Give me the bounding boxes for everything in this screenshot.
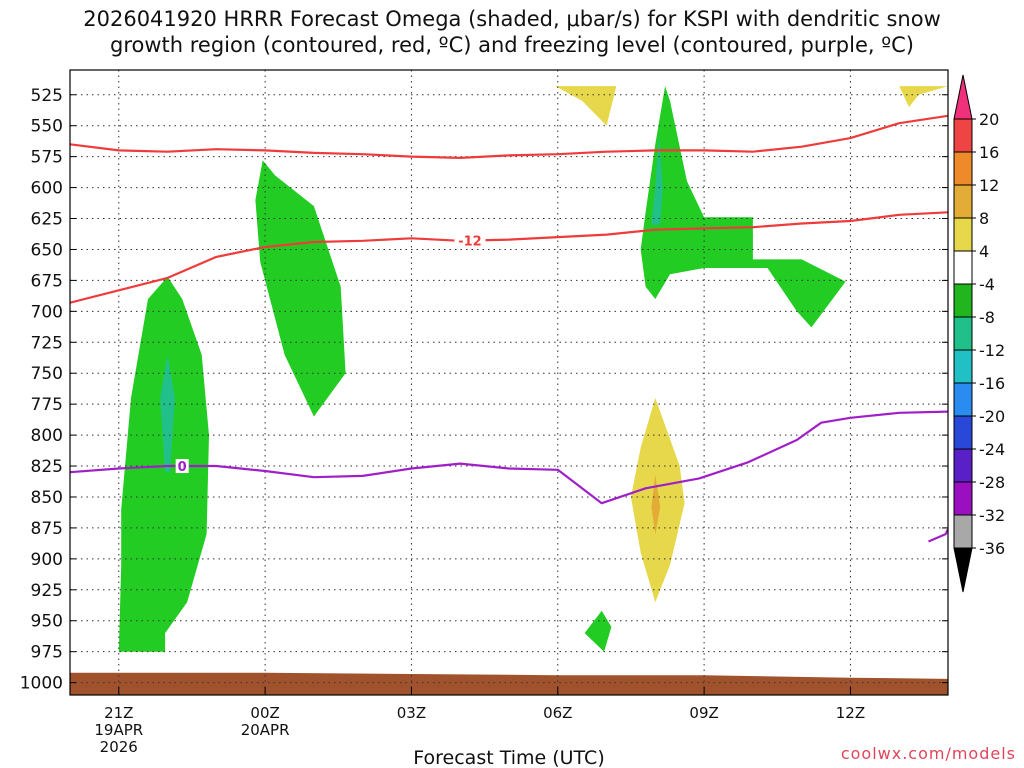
contour--12 xyxy=(70,211,948,304)
contours xyxy=(70,114,948,543)
x-tick-label-0-1: 19APR xyxy=(94,721,143,739)
chart-title-line-1: 2026041920 HRRR Forecast Omega (shaded, … xyxy=(83,7,941,31)
omega-region-2 xyxy=(255,160,346,417)
credit-text: coolwx.com/models xyxy=(840,744,1016,763)
colorbar-segment-9 xyxy=(953,415,973,450)
colorbar-label-9: -20 xyxy=(979,407,1005,426)
x-tick-label-15-0: 12Z xyxy=(836,704,865,722)
colorbar-top-triangle xyxy=(953,74,973,120)
y-tick-label-525: 525 xyxy=(31,86,63,106)
x-tick-label-9-0: 06Z xyxy=(543,704,572,722)
y-tick-label-925: 925 xyxy=(31,581,63,601)
colorbar-bottom-triangle xyxy=(953,547,973,593)
x-tick-label-6-0: 03Z xyxy=(397,704,426,722)
grid xyxy=(70,70,948,695)
omega-region-3 xyxy=(640,86,846,328)
y-tick-label-800: 800 xyxy=(31,426,63,446)
contour--16 xyxy=(70,114,948,159)
omega-region-0 xyxy=(118,276,209,652)
y-tick-label-875: 875 xyxy=(31,519,63,539)
plot-area xyxy=(70,70,948,695)
y-tick-label-750: 750 xyxy=(31,364,63,384)
colorbar: 20 16 12 8 4 -4 -8 -12 -16 -20 -24 -28 -32 -36 xyxy=(953,74,1005,593)
x-tick-label-3-1: 20APR xyxy=(241,721,290,739)
colorbar-label-13: -36 xyxy=(979,539,1005,558)
colorbar-segment-11 xyxy=(953,481,973,516)
y-tick-label-825: 825 xyxy=(31,457,63,477)
y-tick-label-575: 575 xyxy=(31,148,63,168)
y-tick-label-1000: 1000 xyxy=(20,674,63,694)
colorbar-segment-6 xyxy=(953,316,973,351)
colorbar-label-1: 16 xyxy=(979,143,999,162)
contour-label-0: 0 xyxy=(178,460,187,475)
y-tick-label-850: 850 xyxy=(31,488,63,508)
colorbar-label-10: -24 xyxy=(979,440,1005,459)
y-tick-label-650: 650 xyxy=(31,240,63,260)
colorbar-segment-0 xyxy=(953,118,973,153)
y-tick-label-675: 675 xyxy=(31,271,63,291)
colorbar-segment-8 xyxy=(953,382,973,417)
y-tick-label-900: 900 xyxy=(31,550,63,570)
omega-region-1 xyxy=(160,354,175,473)
colorbar-segment-2 xyxy=(953,184,973,219)
contour-label-bg-0 xyxy=(175,459,189,474)
y-tick-label-950: 950 xyxy=(31,612,63,632)
colorbar-label-4: 4 xyxy=(979,242,989,261)
colorbar-segment-12 xyxy=(953,514,973,549)
contour-0 xyxy=(70,410,948,505)
y-axis: 525 550 575 600 625 650 675 700 725 750 775 800 825 8… xyxy=(20,86,948,694)
colorbar-segment-5 xyxy=(953,283,973,318)
y-tick-label-725: 725 xyxy=(31,333,63,353)
contour-label--12: -12 xyxy=(458,235,482,250)
colorbar-segment-3 xyxy=(953,217,973,252)
colorbar-label-0: 20 xyxy=(979,110,999,129)
colorbar-segment-7 xyxy=(953,349,973,384)
y-tick-label-550: 550 xyxy=(31,117,63,137)
colorbar-label-5: -4 xyxy=(979,275,995,294)
y-tick-label-600: 600 xyxy=(31,179,63,199)
colorbar-label-11: -28 xyxy=(979,473,1005,492)
omega-shading xyxy=(70,86,948,695)
x-axis-label: Forecast Time (UTC) xyxy=(413,747,604,768)
y-tick-label-975: 975 xyxy=(31,643,63,663)
chart-title-line-2: growth region (contoured, red, ºC) and f… xyxy=(110,33,914,57)
contour-labels: -12 0 xyxy=(175,233,486,475)
x-tick-label-12-0: 09Z xyxy=(689,704,718,722)
omega-region-7 xyxy=(899,86,948,108)
colorbar-label-3: 8 xyxy=(979,209,989,228)
contour-label-bg--12 xyxy=(454,233,486,248)
colorbar-segment-4 xyxy=(953,250,973,285)
plot-frame xyxy=(69,69,949,696)
x-tick-label-0-0: 21Z xyxy=(104,704,133,722)
colorbar-segment-10 xyxy=(953,448,973,483)
colorbar-label-7: -12 xyxy=(979,341,1005,360)
omega-region-9 xyxy=(651,474,661,535)
colorbar-segment-1 xyxy=(953,151,973,186)
colorbar-label-2: 12 xyxy=(979,176,999,195)
colorbar-label-8: -16 xyxy=(979,374,1005,393)
y-tick-label-775: 775 xyxy=(31,395,63,415)
y-tick-label-625: 625 xyxy=(31,210,63,230)
colorbar-label-6: -8 xyxy=(979,308,995,327)
y-tick-label-700: 700 xyxy=(31,302,63,322)
x-tick-label-0-2: 2026 xyxy=(100,738,138,756)
x-tick-label-3-0: 00Z xyxy=(250,704,279,722)
contour-0-east xyxy=(928,528,948,543)
ground-fill xyxy=(70,672,948,695)
colorbar-label-12: -32 xyxy=(979,506,1005,525)
chart-title: 2026041920 HRRR Forecast Omega (shaded, … xyxy=(0,6,1024,58)
omega-region-6 xyxy=(555,86,617,126)
